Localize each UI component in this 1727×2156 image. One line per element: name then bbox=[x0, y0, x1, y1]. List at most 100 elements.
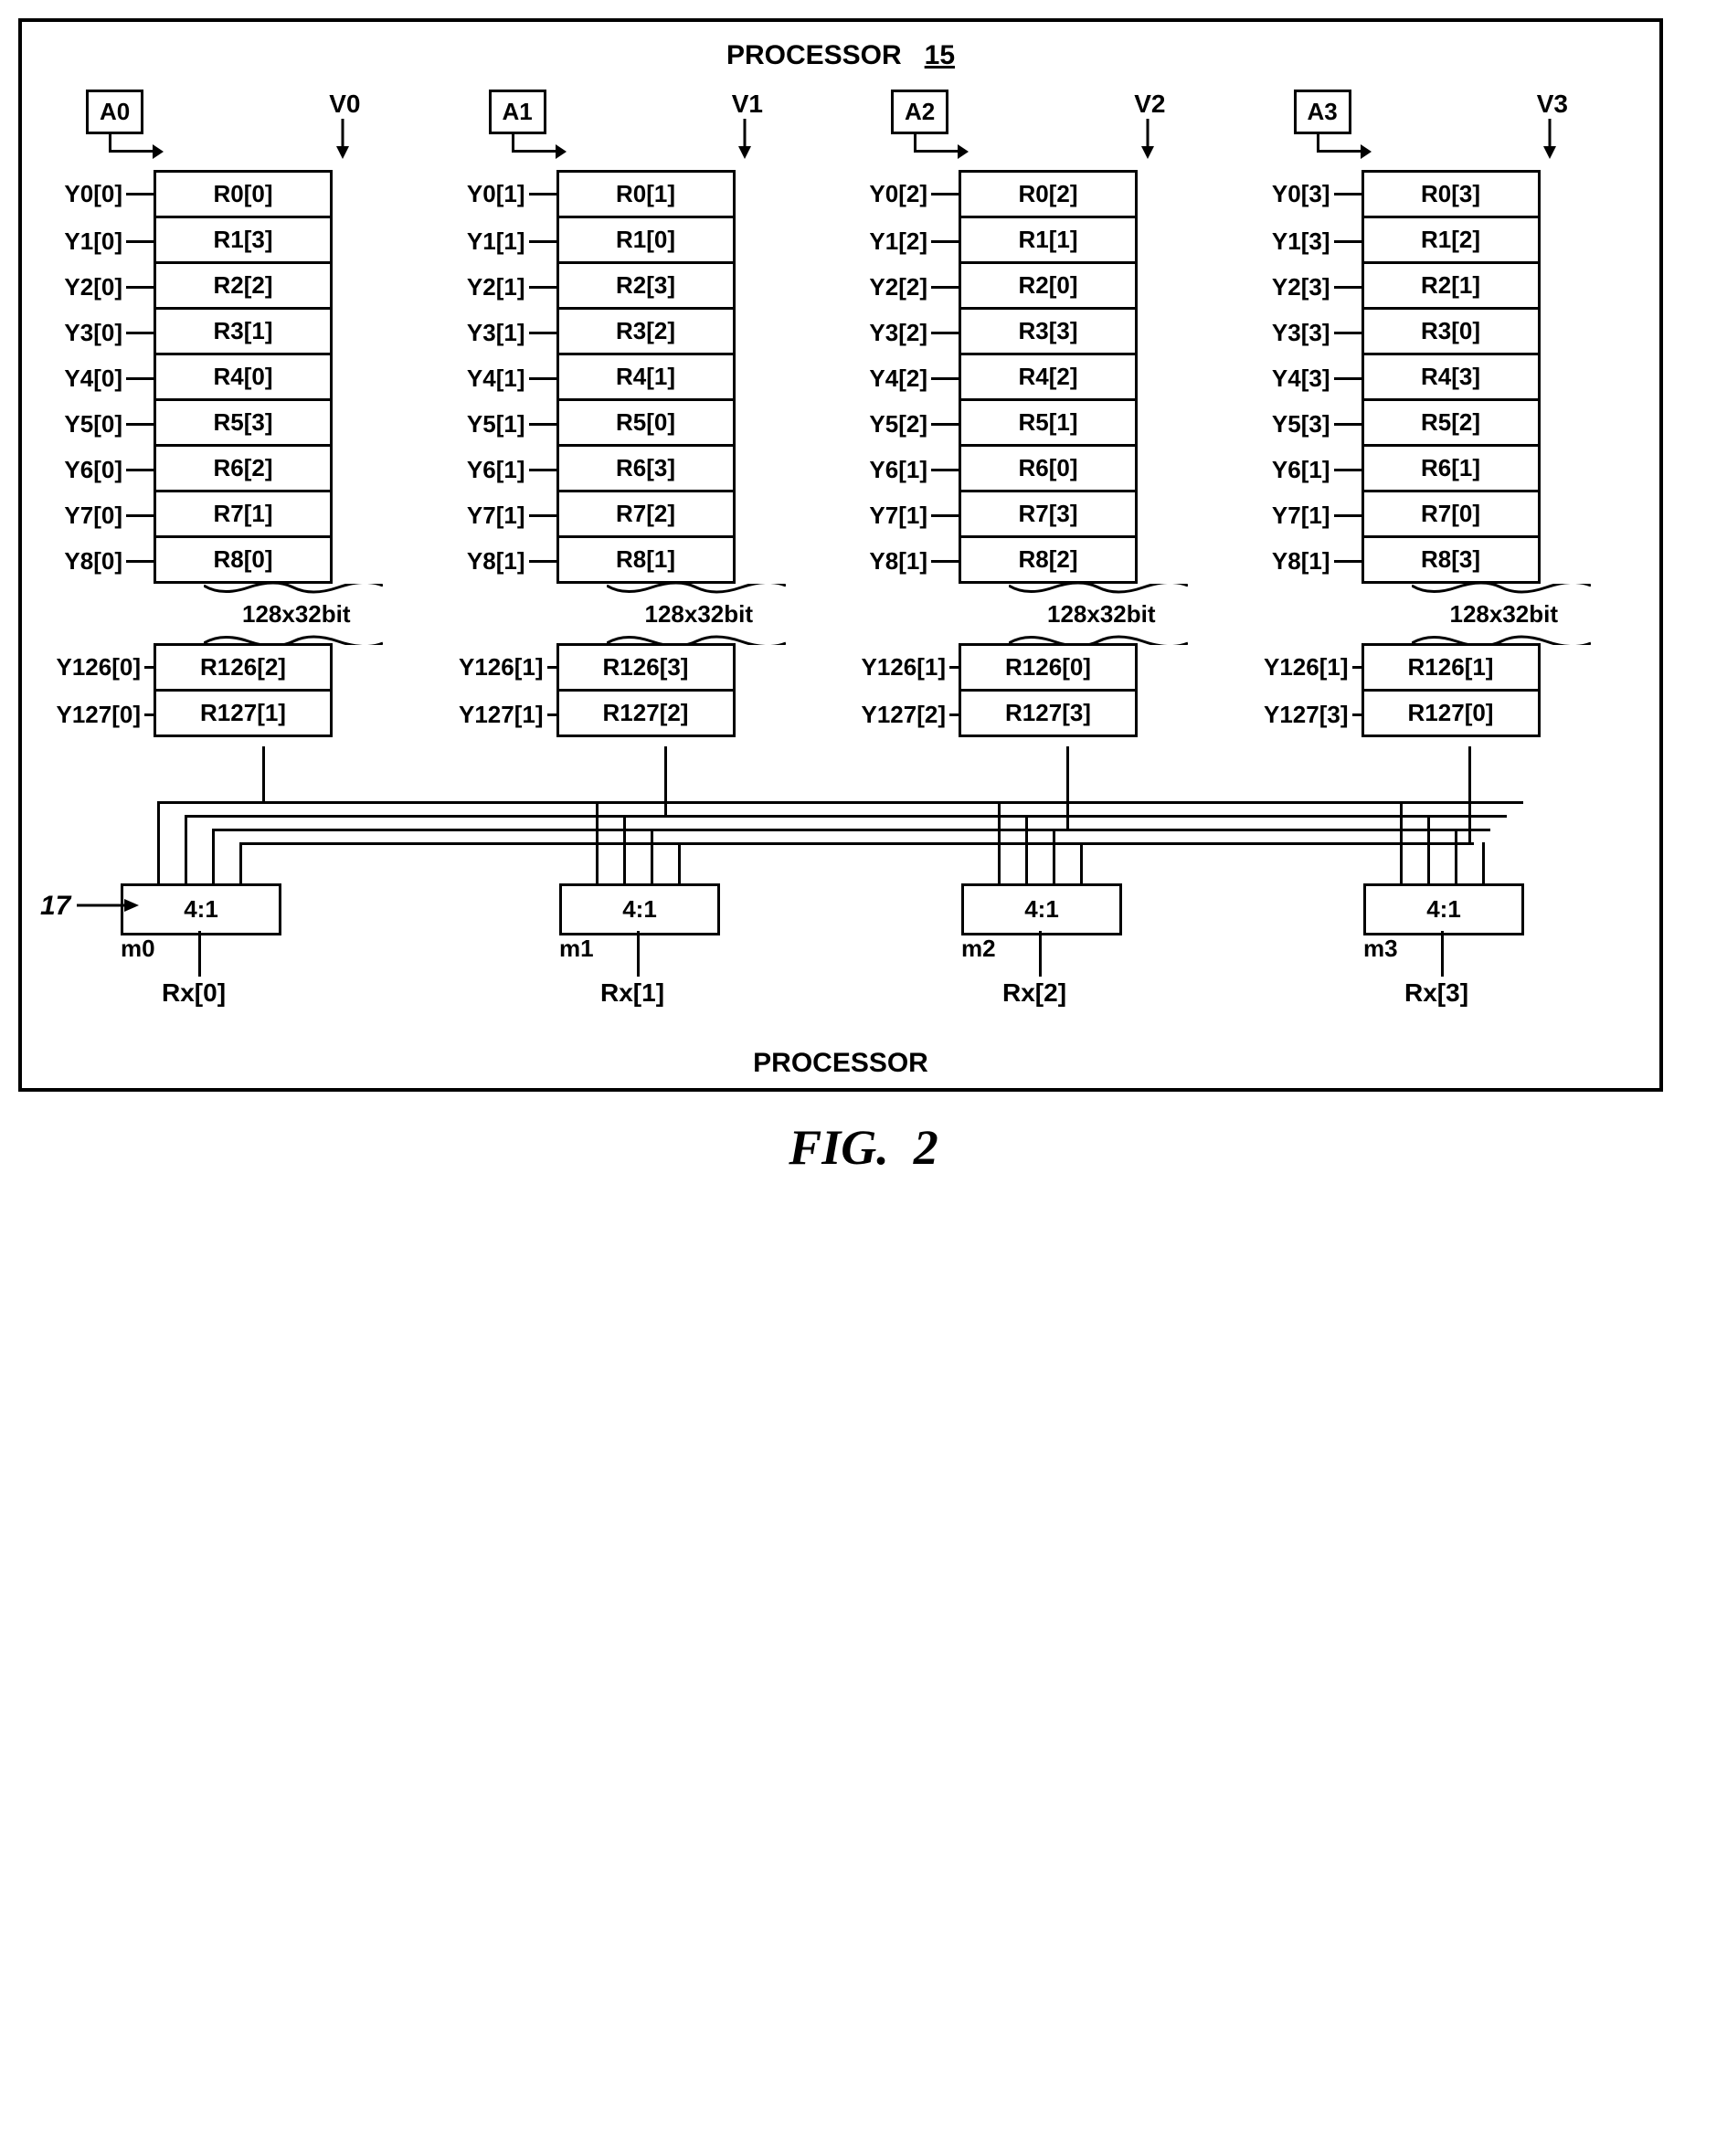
ref-17-label: 17 bbox=[40, 891, 70, 922]
register-cell: R2[2] bbox=[154, 261, 333, 310]
register-cell: R0[0] bbox=[154, 170, 333, 218]
y-label: Y0[0] bbox=[40, 180, 122, 208]
register-cell: R5[3] bbox=[154, 398, 333, 447]
wire bbox=[1400, 801, 1403, 883]
register-row: Y1[3] R1[2] bbox=[1248, 218, 1642, 264]
register-cell: R8[2] bbox=[959, 535, 1138, 584]
register-cell: R7[2] bbox=[556, 490, 736, 538]
mux-m-label: m0 bbox=[121, 935, 155, 963]
register-row: Y2[0] R2[2] bbox=[40, 264, 434, 310]
y-label: Y126[1] bbox=[443, 653, 544, 682]
torn-edge-icon bbox=[1009, 584, 1188, 595]
register-row: Y0[0] R0[0] bbox=[40, 170, 434, 218]
address-box: A1 bbox=[489, 90, 546, 134]
y-label: Y6[0] bbox=[40, 456, 122, 484]
y-label: Y3[0] bbox=[40, 319, 122, 347]
register-row: Y6[0] R6[2] bbox=[40, 447, 434, 492]
tick-line bbox=[931, 332, 959, 334]
y-label: Y6[1] bbox=[443, 456, 525, 484]
y-label: Y127[1] bbox=[443, 701, 544, 729]
size-label: 128x32bit bbox=[644, 600, 753, 629]
wire bbox=[651, 829, 1069, 831]
register-file-columns: A0 V0 Y0[0] R0[0] Y1[0] R1[3] Y2[0] R2[2… bbox=[40, 90, 1641, 737]
register-cell: R5[0] bbox=[556, 398, 736, 447]
wire bbox=[1455, 829, 1457, 883]
address-box: A0 bbox=[86, 90, 143, 134]
register-cell: R1[0] bbox=[556, 216, 736, 264]
tick-line bbox=[144, 666, 154, 669]
register-row: Y3[1] R3[2] bbox=[443, 310, 837, 355]
tick-line bbox=[529, 377, 556, 380]
tick-line bbox=[126, 514, 154, 517]
tick-line bbox=[529, 514, 556, 517]
register-cell: R1[2] bbox=[1361, 216, 1541, 264]
register-row: Y5[0] R5[3] bbox=[40, 401, 434, 447]
y-label: Y7[1] bbox=[1248, 502, 1330, 530]
tick-line bbox=[1334, 423, 1361, 426]
y-label: Y4[2] bbox=[845, 365, 927, 393]
register-row: Y127[3] R127[0] bbox=[1248, 692, 1642, 737]
mux-box: 4:1 bbox=[1363, 883, 1524, 935]
register-row: Y7[1] R7[0] bbox=[1248, 492, 1642, 538]
tick-line bbox=[1352, 713, 1361, 716]
register-row: Y4[0] R4[0] bbox=[40, 355, 434, 401]
tick-line bbox=[1334, 193, 1361, 196]
register-row: Y1[0] R1[3] bbox=[40, 218, 434, 264]
wire bbox=[1427, 815, 1430, 883]
register-row: Y6[1] R6[0] bbox=[845, 447, 1239, 492]
y-label: Y7[0] bbox=[40, 502, 122, 530]
register-cell: R6[3] bbox=[556, 444, 736, 492]
register-cell: R2[3] bbox=[556, 261, 736, 310]
register-row: Y0[2] R0[2] bbox=[845, 170, 1239, 218]
tick-line bbox=[547, 666, 556, 669]
column-0: A0 V0 Y0[0] R0[0] Y1[0] R1[3] Y2[0] R2[2… bbox=[40, 90, 434, 737]
y-label: Y127[2] bbox=[845, 701, 946, 729]
y-label: Y8[1] bbox=[845, 547, 927, 576]
tick-line bbox=[1334, 240, 1361, 243]
tick-line bbox=[126, 332, 154, 334]
wire bbox=[1039, 931, 1042, 977]
column-2: A2 V2 Y0[2] R0[2] Y1[2] R1[1] Y2[2] R2[0… bbox=[845, 90, 1239, 737]
column-header: A0 V0 bbox=[40, 90, 434, 163]
register-row: Y3[0] R3[1] bbox=[40, 310, 434, 355]
register-row: Y4[2] R4[2] bbox=[845, 355, 1239, 401]
wire bbox=[1080, 842, 1471, 845]
register-cell: R2[0] bbox=[959, 261, 1138, 310]
register-cell: R0[3] bbox=[1361, 170, 1541, 218]
column-header: A1 V1 bbox=[443, 90, 837, 163]
register-cell: R1[1] bbox=[959, 216, 1138, 264]
wire bbox=[1080, 842, 1083, 883]
v-label: V1 bbox=[732, 90, 763, 119]
wire bbox=[998, 801, 1001, 883]
register-row: Y6[1] R6[3] bbox=[443, 447, 837, 492]
register-row: Y5[1] R5[0] bbox=[443, 401, 837, 447]
y-label: Y0[2] bbox=[845, 180, 927, 208]
torn-edge-icon bbox=[1009, 632, 1188, 643]
y-label: Y126[1] bbox=[845, 653, 946, 682]
register-cell: R6[2] bbox=[154, 444, 333, 492]
register-cell: R7[0] bbox=[1361, 490, 1541, 538]
tick-line bbox=[1334, 469, 1361, 471]
register-cell: R5[1] bbox=[959, 398, 1138, 447]
torn-edge-icon bbox=[1412, 632, 1591, 643]
v-label: V3 bbox=[1537, 90, 1568, 119]
tick-line bbox=[949, 713, 959, 716]
y-label: Y2[2] bbox=[845, 273, 927, 301]
tick-line bbox=[931, 560, 959, 563]
register-row: Y0[1] R0[1] bbox=[443, 170, 837, 218]
register-cell: R1[3] bbox=[154, 216, 333, 264]
y-label: Y4[3] bbox=[1248, 365, 1330, 393]
register-row: Y4[1] R4[1] bbox=[443, 355, 837, 401]
bottom-title: PROCESSOR bbox=[40, 1048, 1641, 1079]
wire bbox=[157, 801, 265, 804]
v-arrow-icon bbox=[736, 119, 754, 164]
register-cell: R0[1] bbox=[556, 170, 736, 218]
tick-line bbox=[126, 377, 154, 380]
register-row: Y0[3] R0[3] bbox=[1248, 170, 1642, 218]
register-cell: R3[2] bbox=[556, 307, 736, 355]
register-cell: R4[0] bbox=[154, 353, 333, 401]
register-row: Y127[1] R127[2] bbox=[443, 692, 837, 737]
register-cell: R7[1] bbox=[154, 490, 333, 538]
register-cell: R7[3] bbox=[959, 490, 1138, 538]
tick-line bbox=[1334, 332, 1361, 334]
